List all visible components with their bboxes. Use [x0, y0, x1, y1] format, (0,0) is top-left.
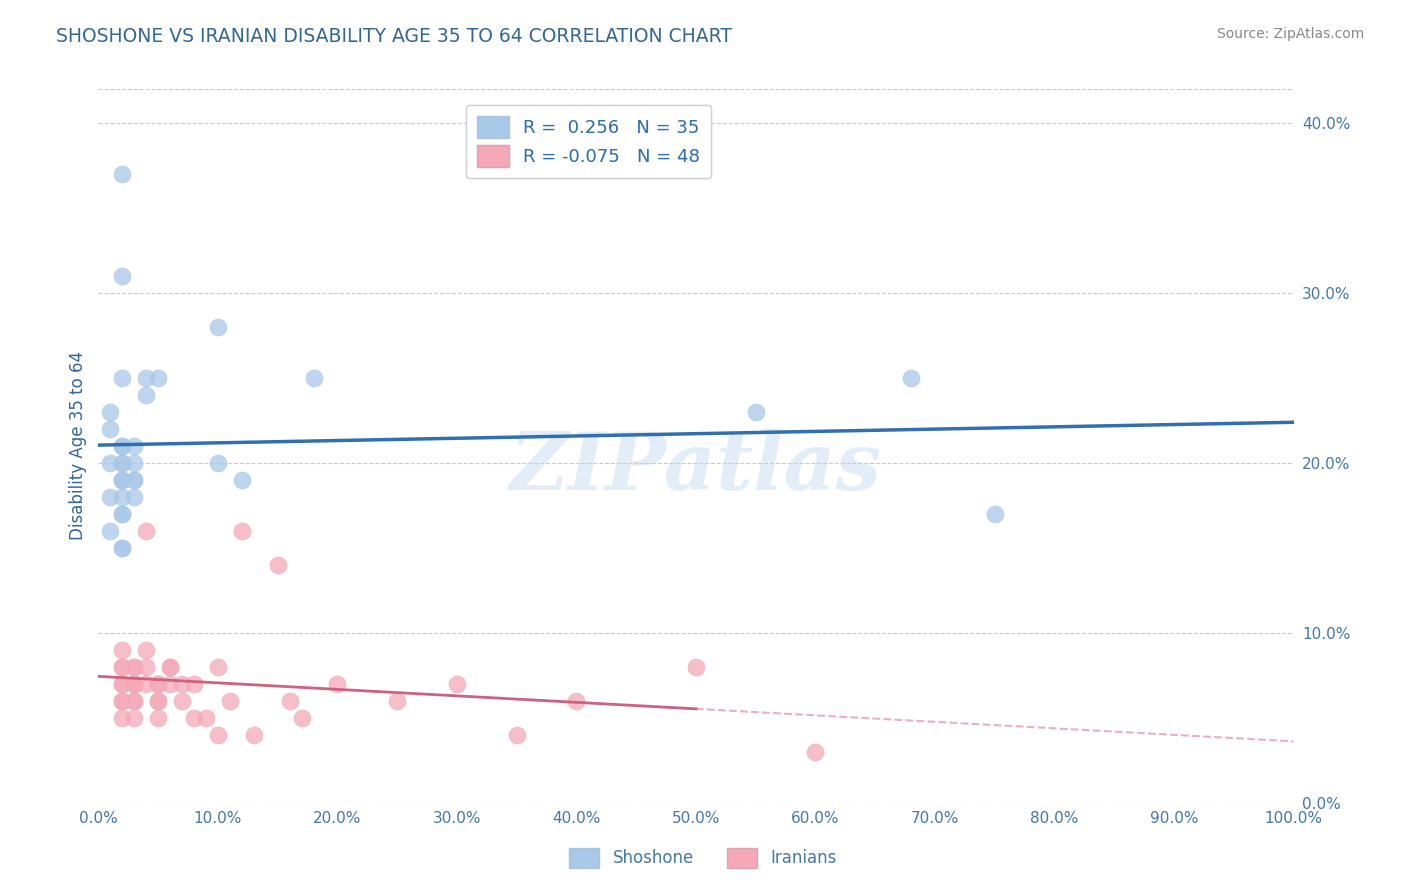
- Point: [98, 405, 122, 419]
- Point: [207, 728, 229, 742]
- Point: [159, 677, 181, 691]
- Text: Source: ZipAtlas.com: Source: ZipAtlas.com: [1216, 27, 1364, 41]
- Point: [124, 473, 146, 487]
- Point: [124, 711, 146, 725]
- Point: [124, 694, 146, 708]
- Point: [111, 541, 134, 555]
- Point: [172, 694, 194, 708]
- Point: [231, 524, 253, 538]
- Point: [111, 439, 134, 453]
- Point: [207, 320, 229, 334]
- Y-axis label: Disability Age 35 to 64: Disability Age 35 to 64: [69, 351, 87, 541]
- Point: [984, 507, 1007, 521]
- Point: [565, 694, 588, 708]
- Point: [124, 439, 146, 453]
- Point: [385, 694, 409, 708]
- Point: [135, 660, 157, 674]
- Point: [124, 660, 146, 674]
- Point: [98, 524, 122, 538]
- Point: [135, 388, 157, 402]
- Point: [159, 660, 181, 674]
- Legend: Shoshone, Iranians: Shoshone, Iranians: [562, 841, 844, 875]
- Point: [111, 507, 134, 521]
- Point: [111, 473, 134, 487]
- Point: [111, 694, 134, 708]
- Point: [326, 677, 349, 691]
- Point: [148, 371, 170, 385]
- Text: SHOSHONE VS IRANIAN DISABILITY AGE 35 TO 64 CORRELATION CHART: SHOSHONE VS IRANIAN DISABILITY AGE 35 TO…: [56, 27, 733, 45]
- Point: [195, 711, 218, 725]
- Point: [111, 473, 134, 487]
- Point: [135, 677, 157, 691]
- Point: [124, 660, 146, 674]
- Point: [291, 711, 314, 725]
- Point: [231, 473, 253, 487]
- Point: [804, 745, 827, 759]
- Point: [111, 507, 134, 521]
- Point: [135, 524, 157, 538]
- Point: [148, 694, 170, 708]
- Point: [111, 490, 134, 504]
- Point: [111, 541, 134, 555]
- Point: [207, 456, 229, 470]
- Point: [111, 694, 134, 708]
- Point: [98, 456, 122, 470]
- Point: [506, 728, 529, 742]
- Point: [124, 473, 146, 487]
- Point: [111, 456, 134, 470]
- Point: [111, 167, 134, 181]
- Point: [111, 473, 134, 487]
- Point: [207, 660, 229, 674]
- Point: [148, 677, 170, 691]
- Point: [148, 694, 170, 708]
- Legend: R =  0.256   N = 35, R = -0.075   N = 48: R = 0.256 N = 35, R = -0.075 N = 48: [465, 105, 711, 178]
- Point: [183, 711, 205, 725]
- Point: [135, 643, 157, 657]
- Point: [159, 660, 181, 674]
- Point: [219, 694, 242, 708]
- Point: [111, 660, 134, 674]
- Point: [111, 660, 134, 674]
- Point: [111, 677, 134, 691]
- Point: [745, 405, 768, 419]
- Point: [111, 711, 134, 725]
- Point: [111, 456, 134, 470]
- Point: [446, 677, 468, 691]
- Point: [124, 677, 146, 691]
- Point: [135, 371, 157, 385]
- Point: [124, 677, 146, 691]
- Point: [111, 643, 134, 657]
- Point: [900, 371, 922, 385]
- Point: [685, 660, 707, 674]
- Point: [124, 694, 146, 708]
- Point: [302, 371, 325, 385]
- Point: [111, 269, 134, 284]
- Point: [111, 371, 134, 385]
- Text: ZIPatlas: ZIPatlas: [510, 429, 882, 506]
- Point: [124, 456, 146, 470]
- Point: [148, 677, 170, 691]
- Point: [172, 677, 194, 691]
- Point: [111, 677, 134, 691]
- Point: [98, 490, 122, 504]
- Point: [183, 677, 205, 691]
- Point: [124, 490, 146, 504]
- Point: [148, 711, 170, 725]
- Point: [124, 677, 146, 691]
- Point: [267, 558, 290, 572]
- Point: [98, 422, 122, 436]
- Point: [243, 728, 266, 742]
- Point: [111, 439, 134, 453]
- Point: [278, 694, 301, 708]
